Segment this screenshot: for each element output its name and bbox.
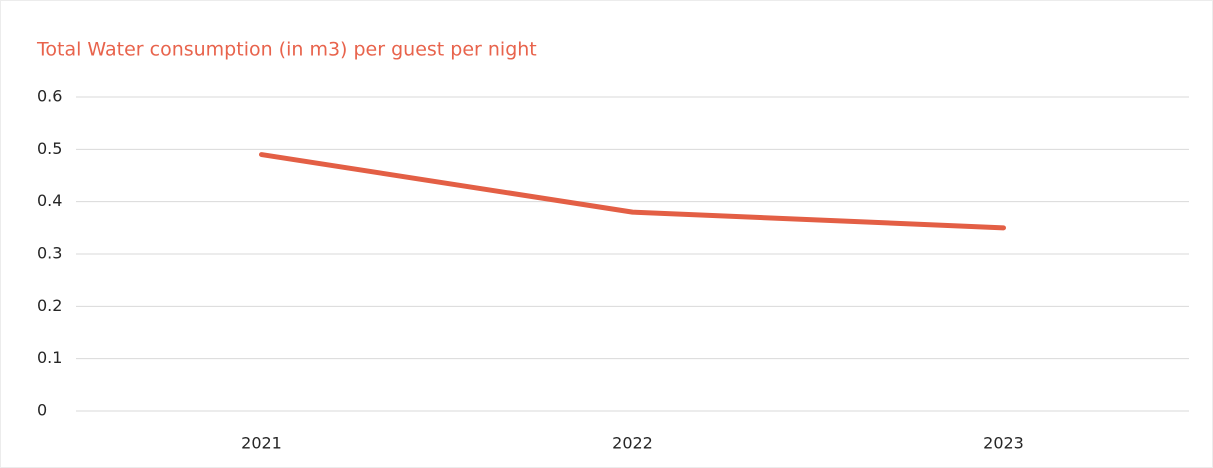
y-tick-label: 0.6 xyxy=(37,87,62,106)
y-tick-label: 0.5 xyxy=(37,139,62,158)
chart-title: Total Water consumption (in m3) per gues… xyxy=(36,39,537,61)
y-tick-label: 0.2 xyxy=(37,296,62,315)
line-series xyxy=(259,152,1006,231)
x-tick-label: 2023 xyxy=(983,434,1024,453)
y-tick-label: 0.1 xyxy=(37,348,62,367)
x-tick-label: 2022 xyxy=(612,434,653,453)
y-tick-label: 0.4 xyxy=(37,191,62,210)
y-tick-label: 0 xyxy=(37,401,47,420)
y-tick-label: 0.3 xyxy=(37,244,62,263)
x-tick-label: 2021 xyxy=(241,434,282,453)
